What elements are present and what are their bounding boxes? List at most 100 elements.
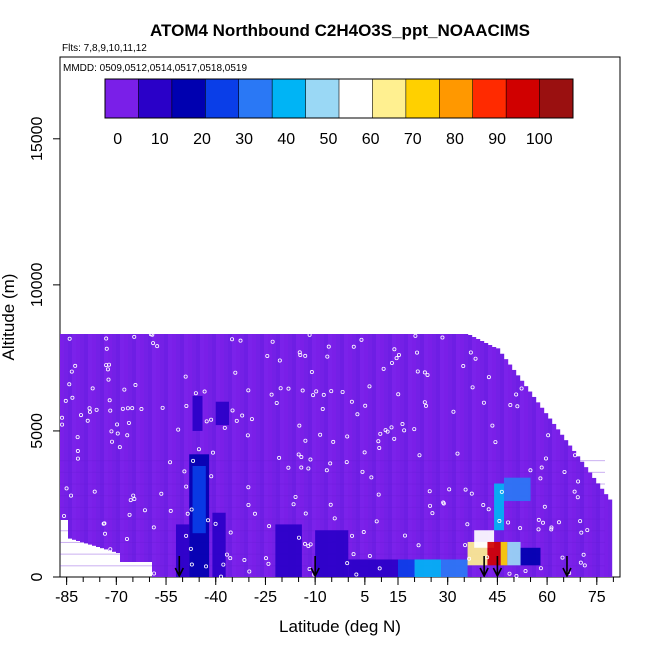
sample-point	[486, 507, 491, 512]
sample-point	[155, 344, 160, 349]
sample-point	[540, 520, 545, 525]
curtain-plot	[60, 332, 613, 579]
sample-point	[286, 465, 291, 470]
curtain-column	[552, 423, 557, 577]
sample-point	[75, 449, 80, 454]
sample-point	[92, 489, 97, 494]
sample-point	[189, 507, 194, 512]
colorbar-tick-label: 50	[320, 131, 338, 148]
sample-point	[233, 370, 238, 375]
sample-point	[467, 556, 472, 561]
colorbar-tick-label: 70	[404, 131, 422, 148]
curtain-column	[156, 334, 161, 577]
x-tick-label: 75	[588, 589, 606, 606]
curtain-cell	[467, 541, 488, 566]
curtain-column	[344, 334, 349, 577]
sample-point	[447, 487, 452, 492]
sample-point	[427, 489, 432, 494]
curtain-column	[440, 334, 445, 577]
sample-point	[73, 363, 78, 368]
y-tick-label: 15000	[29, 116, 46, 161]
sample-point	[75, 456, 80, 461]
sample-point	[189, 562, 194, 567]
curtain-column	[324, 334, 329, 577]
profile-marker-arrow	[174, 567, 185, 578]
sample-point	[481, 503, 486, 508]
curtain-column	[76, 334, 81, 541]
sample-point	[340, 389, 345, 394]
sample-point	[542, 504, 547, 509]
sample-point	[209, 417, 214, 422]
sample-point	[122, 387, 127, 392]
sample-point	[132, 497, 137, 502]
curtain-column	[320, 334, 325, 577]
colorbar-swatch	[171, 79, 206, 118]
sample-point	[331, 439, 336, 444]
curtain-column	[216, 334, 221, 577]
curtain-column	[372, 334, 377, 577]
curtain-column	[288, 334, 293, 577]
sample-point	[514, 573, 519, 578]
curtain-column	[268, 334, 273, 577]
sample-point	[396, 392, 401, 397]
curtain-column	[516, 375, 521, 577]
sample-point	[309, 370, 314, 375]
x-tick-label: 60	[538, 589, 556, 606]
sample-point	[324, 468, 329, 473]
curtain-column	[244, 334, 249, 577]
sample-point	[428, 503, 433, 508]
sample-point	[204, 564, 209, 569]
sample-point	[549, 527, 554, 532]
sample-point	[245, 433, 250, 438]
curtain-column	[236, 334, 241, 577]
curtain-column	[176, 334, 181, 577]
sample-point	[296, 452, 301, 457]
sample-point	[538, 566, 543, 571]
curtain-column	[544, 413, 549, 577]
sample-point	[221, 562, 226, 567]
sample-point	[367, 384, 372, 389]
curtain-column	[604, 494, 609, 577]
sample-point	[62, 513, 67, 518]
curtain-column	[296, 334, 301, 577]
y-tick-label: 10000	[29, 263, 46, 308]
x-tick-label: 5	[360, 589, 369, 606]
sample-point	[263, 556, 268, 561]
sample-point	[238, 338, 243, 343]
sample-point	[265, 353, 270, 358]
sample-point	[422, 400, 427, 405]
sample-point	[228, 556, 233, 561]
profile-markers	[174, 556, 572, 578]
curtain-column	[152, 334, 157, 577]
altitude-bin-edge	[60, 506, 605, 508]
y-axis-label: Altitude (m)	[0, 274, 18, 361]
sample-point	[298, 352, 303, 357]
sample-point	[523, 569, 528, 574]
sample-point	[423, 403, 428, 408]
sample-point	[497, 519, 502, 524]
curtain-column	[168, 334, 173, 577]
sample-point	[124, 536, 129, 541]
sample-point	[291, 502, 296, 507]
curtain-column	[88, 334, 93, 545]
curtain-cell	[315, 530, 349, 577]
curtain-column	[120, 334, 125, 562]
sample-point	[549, 525, 554, 530]
sample-point	[394, 356, 399, 361]
x-tick-label: 15	[389, 589, 407, 606]
curtain-column	[596, 483, 601, 577]
sample-point	[60, 422, 65, 427]
sample-point	[402, 428, 407, 433]
sample-point	[538, 476, 543, 481]
sample-point	[196, 447, 201, 452]
curtain-column	[116, 334, 121, 553]
sample-point	[184, 403, 189, 408]
sample-point	[332, 516, 337, 521]
sample-point	[582, 563, 587, 568]
sample-point	[213, 521, 218, 526]
sample-point	[318, 432, 323, 437]
sample-point	[361, 530, 366, 535]
sample-point	[205, 518, 210, 523]
sample-point	[132, 334, 137, 339]
sample-point	[389, 360, 394, 365]
